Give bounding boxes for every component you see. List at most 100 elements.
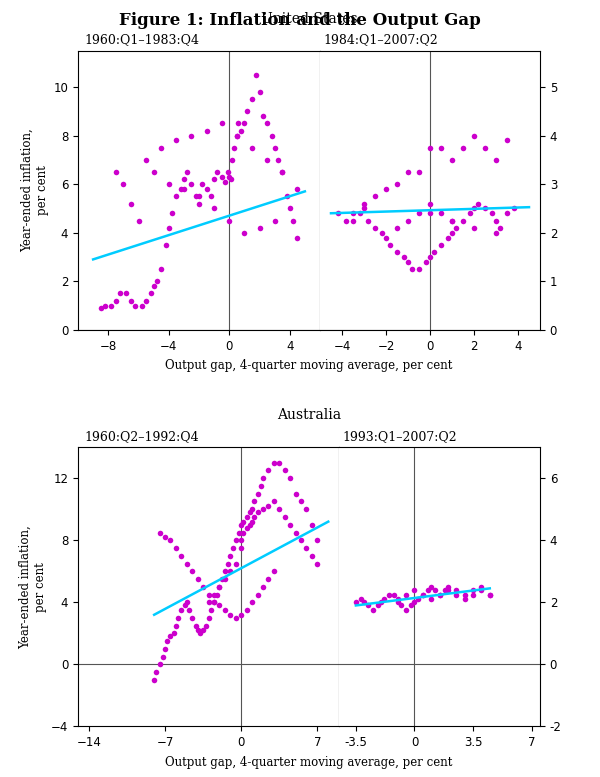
Point — [242, 105, 252, 117]
Point — [236, 608, 246, 621]
Point — [269, 456, 278, 469]
Point — [418, 588, 428, 601]
Point — [96, 301, 106, 314]
Point — [258, 580, 268, 593]
Point — [363, 599, 373, 611]
Point — [296, 495, 306, 507]
Point — [480, 202, 490, 214]
Point — [491, 154, 501, 166]
Point — [227, 154, 237, 166]
Point — [126, 294, 136, 307]
Point — [385, 588, 394, 601]
Text: Australia: Australia — [277, 408, 341, 422]
Point — [274, 503, 284, 515]
Y-axis label: Year-ended inflation,
per cent: Year-ended inflation, per cent — [21, 128, 49, 252]
Point — [414, 166, 424, 178]
Point — [155, 658, 164, 671]
Point — [286, 518, 295, 531]
Point — [212, 588, 222, 601]
Point — [425, 251, 435, 263]
Point — [163, 635, 172, 647]
Point — [220, 573, 230, 585]
Point — [106, 299, 116, 312]
Point — [458, 141, 468, 154]
Point — [480, 141, 490, 154]
Point — [286, 472, 295, 484]
Point — [202, 124, 211, 137]
Point — [160, 643, 170, 655]
Point — [209, 202, 219, 214]
Point — [202, 183, 211, 195]
Point — [430, 246, 439, 258]
Point — [458, 214, 468, 227]
Point — [126, 197, 136, 210]
Point — [223, 166, 233, 178]
Point — [171, 619, 181, 632]
Point — [231, 557, 241, 570]
Point — [447, 226, 457, 239]
Point — [226, 549, 235, 562]
Point — [263, 500, 273, 512]
Point — [386, 239, 395, 251]
Point — [447, 214, 457, 227]
Point — [496, 221, 505, 234]
Point — [403, 166, 413, 178]
Point — [436, 141, 446, 154]
Point — [277, 166, 287, 178]
Point — [122, 287, 131, 300]
Point — [152, 666, 161, 678]
Point — [258, 472, 268, 484]
Point — [224, 214, 234, 227]
Text: 1993:Q1–2007:Q2: 1993:Q1–2007:Q2 — [342, 430, 457, 443]
Point — [204, 611, 214, 624]
Point — [392, 246, 402, 258]
Point — [277, 166, 287, 178]
Point — [487, 207, 496, 219]
Point — [392, 178, 402, 190]
Point — [253, 487, 262, 500]
Point — [206, 604, 215, 616]
Point — [204, 596, 214, 608]
Point — [296, 534, 306, 546]
Point — [193, 573, 202, 585]
Point — [245, 518, 255, 531]
Point — [236, 534, 246, 546]
Point — [436, 207, 446, 219]
Point — [460, 588, 469, 601]
Point — [199, 624, 208, 636]
Point — [425, 141, 435, 154]
Point — [293, 232, 302, 244]
Point — [239, 117, 249, 130]
Point — [226, 173, 236, 186]
Point — [313, 534, 322, 546]
Point — [406, 599, 416, 611]
Point — [414, 207, 424, 219]
Point — [376, 596, 386, 608]
Point — [443, 232, 452, 244]
Point — [370, 221, 380, 234]
Point — [226, 608, 235, 621]
Point — [194, 197, 204, 210]
Point — [176, 549, 186, 562]
Point — [187, 611, 197, 624]
Point — [348, 214, 358, 227]
Point — [468, 584, 478, 596]
Point — [209, 596, 219, 608]
Point — [502, 207, 512, 219]
Point — [377, 226, 386, 239]
Point — [452, 588, 461, 601]
Point — [179, 183, 188, 195]
Point — [223, 557, 233, 570]
Point — [215, 580, 224, 593]
Point — [182, 557, 191, 570]
Point — [502, 134, 512, 147]
Point — [348, 207, 358, 219]
Point — [359, 197, 369, 210]
Point — [269, 495, 278, 507]
Point — [157, 141, 166, 154]
Point — [176, 183, 185, 195]
Point — [245, 506, 255, 518]
Point — [447, 154, 457, 166]
Point — [220, 604, 230, 616]
Point — [282, 190, 292, 203]
